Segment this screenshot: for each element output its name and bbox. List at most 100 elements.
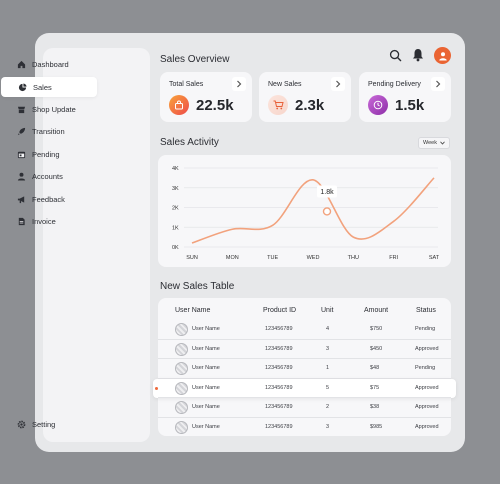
sidebar-item-label: Invoice [32,216,56,226]
table-row[interactable]: User Name 123456789 1 $48 Pending [158,359,451,378]
period-dropdown[interactable]: Week [418,137,450,149]
table-row[interactable]: User Name 123456789 3 $985 Approved [158,418,451,437]
stat-card-total-sales[interactable]: Total Sales 22.5k [160,72,252,122]
cart-icon [268,95,288,115]
stat-card-pending-delivery[interactable]: Pending Delivery 1.5k [359,72,451,122]
cell-status: Approved [415,346,439,352]
sales-activity-chart: 0K 1K 2K 3K 4K SUN MON TUE WED THU FRI SAT 1.8k [172,166,440,261]
sidebar-item-transition[interactable]: Transition [0,121,107,141]
sidebar-item-pending[interactable]: Pending [0,144,107,164]
y-tick-label: 0K [172,245,179,251]
card-value: 1.5k [395,97,425,114]
sidebar-item-dashboard[interactable]: Dashboard [0,54,107,74]
row-divider [158,358,451,359]
x-tick-label: THU [348,255,359,261]
pie-chart-icon [17,82,27,92]
card-value: 2.3k [295,97,325,114]
cell-user-name: User Name [192,365,220,371]
table-row[interactable]: User Name 123456789 3 $450 Approved [158,340,451,359]
cell-amount: $48 [370,365,380,371]
card-label: Total Sales [169,81,204,88]
shopping-bag-icon [169,95,189,115]
y-tick-label: 3K [172,186,179,192]
cell-unit: 5 [326,385,330,391]
cell-product-id: 123456789 [265,346,293,352]
cell-user-name: User Name [192,424,220,430]
column-header-status: Status [416,307,436,314]
cell-amount: $750 [370,326,383,332]
chevron-down-icon [440,141,445,145]
y-tick-label: 1K [172,225,179,231]
cell-unit: 3 [326,346,330,352]
cell-amount: $75 [370,385,380,391]
card-label: New Sales [268,81,302,88]
highlight-point[interactable] [322,207,332,216]
sidebar-item-shop-update[interactable]: Shop Update [0,99,107,119]
cell-unit: 3 [326,424,330,430]
x-tick-label: MON [226,255,239,261]
sidebar-item-label: Shop Update [32,104,76,114]
search-icon[interactable] [389,49,402,67]
sales-activity-chart-panel [158,155,451,267]
section-title-table: New Sales Table [160,281,235,292]
section-title-activity: Sales Activity [160,137,219,148]
table-row[interactable]: User Name 123456789 5 $75 Approved [153,379,456,398]
sidebar-item-feedback[interactable]: Feedback [0,189,107,209]
column-header-unit: Unit [321,307,334,314]
sidebar-item-label: Pending [32,149,60,159]
cell-user-name: User Name [192,404,220,410]
column-header-name: User Name [175,307,211,314]
cell-user-name: User Name [192,385,220,391]
x-tick-label: SAT [429,255,440,261]
document-icon [16,216,26,226]
user-icon [438,51,447,60]
sidebar [43,48,150,442]
tooltip-box [317,185,337,198]
sidebar-item-invoice[interactable]: Invoice [0,211,107,231]
table-row[interactable]: User Name 123456789 4 $750 Pending [158,320,451,339]
avatar[interactable] [434,47,451,64]
cell-amount: $450 [370,346,383,352]
sidebar-item-setting[interactable]: Setting [0,414,107,434]
chevron-right-icon[interactable] [331,77,345,91]
period-value: Week [423,140,437,146]
series-line [191,177,435,244]
bell-icon[interactable] [412,48,424,67]
cell-amount: $985 [370,424,383,430]
avatar [175,323,188,336]
cell-product-id: 123456789 [265,326,293,332]
cell-status: Pending [415,326,436,332]
megaphone-icon [16,194,26,204]
card-value: 22.5k [196,97,234,114]
row-divider [158,397,451,398]
shop-icon [16,104,26,114]
sidebar-item-sales[interactable]: Sales [1,77,97,97]
page-title: Sales Overview [160,54,230,65]
clock-icon [368,95,388,115]
table-row[interactable]: User Name 123456789 2 $38 Approved [158,398,451,417]
calendar-icon [16,149,26,159]
row-divider [158,378,451,379]
cell-status: Approved [415,404,439,410]
sidebar-item-accounts[interactable]: Accounts [0,166,107,186]
cell-status: Approved [415,424,439,430]
sidebar-item-label: Feedback [32,194,65,204]
sales-table [158,298,451,436]
sidebar-item-label: Dashboard [32,59,69,69]
gear-icon [16,419,26,429]
stat-card-new-sales[interactable]: New Sales 2.3k [259,72,351,122]
row-indicator [155,387,158,390]
x-tick-label: FRI [389,255,398,261]
chevron-right-icon[interactable] [431,77,445,91]
rocket-icon [16,126,26,136]
avatar [175,362,188,375]
tooltip-value: 1.8k [320,189,334,196]
cell-product-id: 123456789 [265,365,293,371]
cell-user-name: User Name [192,326,220,332]
x-tick-label: SUN [186,255,198,261]
cell-product-id: 123456789 [265,424,293,430]
chevron-right-icon[interactable] [232,77,246,91]
column-header-product-id: Product ID [263,307,297,314]
y-tick-label: 2K [172,206,179,212]
y-tick-label: 4K [172,166,179,172]
